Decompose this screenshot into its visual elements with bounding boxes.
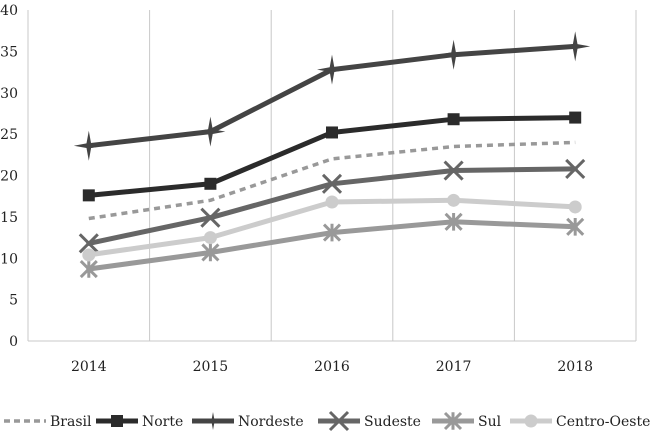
series-sul [79,212,585,279]
legend-label: Sul [478,414,502,430]
legend: Brasil Norte Nordeste Sudeste Sul Centro-Oest… [4,410,650,432]
data-point [79,259,98,279]
data-point [447,193,461,207]
legend-entry: Centro-Oeste [510,414,650,430]
x-tick-label: 2016 [314,359,350,375]
y-tick-label: 40 [0,3,18,19]
y-tick-label: 25 [0,127,18,143]
axes: 0 5 10 15 20 25 30 35 40 2014 2015 2016 2017 2018 [0,3,636,375]
series-lines [73,31,591,279]
legend-label: Brasil [50,414,92,430]
legend-label: Nordeste [238,414,304,430]
series-brasil [88,140,576,221]
y-tick-label: 30 [0,86,18,102]
legend-entry: Nordeste [192,412,304,430]
x-tick-label: 2018 [557,359,593,375]
x-tick-label: 2015 [193,359,229,375]
legend-entry: Sudeste [318,410,421,432]
data-point [203,231,217,245]
series-line [88,140,576,221]
data-point [444,212,463,231]
series-sudeste [78,158,586,254]
series-centro-oeste [82,193,582,262]
legend-marker [328,410,350,432]
data-point [195,116,226,147]
data-point [569,111,582,124]
y-tick-label: 15 [0,210,18,226]
data-point [82,248,96,262]
data-point [438,39,469,70]
series-norte [82,111,582,202]
data-point [447,113,460,126]
data-point [325,195,339,209]
data-point [317,54,347,85]
legend-marker [443,411,463,431]
data-point [443,160,464,181]
data-point [321,173,343,194]
data-point [201,243,220,262]
data-point [565,158,586,179]
grid-lines [27,10,637,341]
legend-marker [111,415,123,427]
legend-label: Norte [142,414,183,430]
y-tick-label: 5 [9,293,18,309]
legend-label: Sudeste [364,414,421,430]
legend-marker [204,412,222,430]
y-tick-label: 35 [0,44,18,60]
legend-label: Centro-Oeste [556,414,650,430]
x-tick-label: 2017 [436,359,472,375]
legend-entry: Sul [432,411,502,431]
series-nordeste [73,31,591,161]
legend-entry: Norte [96,414,183,430]
legend-marker [524,414,538,428]
data-point [204,177,217,190]
data-point [560,31,591,62]
data-point [326,126,338,139]
data-point [566,217,585,236]
y-tick-label: 0 [9,334,18,350]
data-point [73,130,104,161]
y-tick-label: 20 [0,169,18,185]
data-point [200,207,221,228]
data-point [322,223,342,242]
y-tick-label: 10 [0,251,18,267]
data-point [568,200,582,214]
x-tick-label: 2014 [71,359,107,375]
data-point [78,233,99,254]
data-point [82,189,95,202]
legend-entry: Brasil [4,414,92,430]
